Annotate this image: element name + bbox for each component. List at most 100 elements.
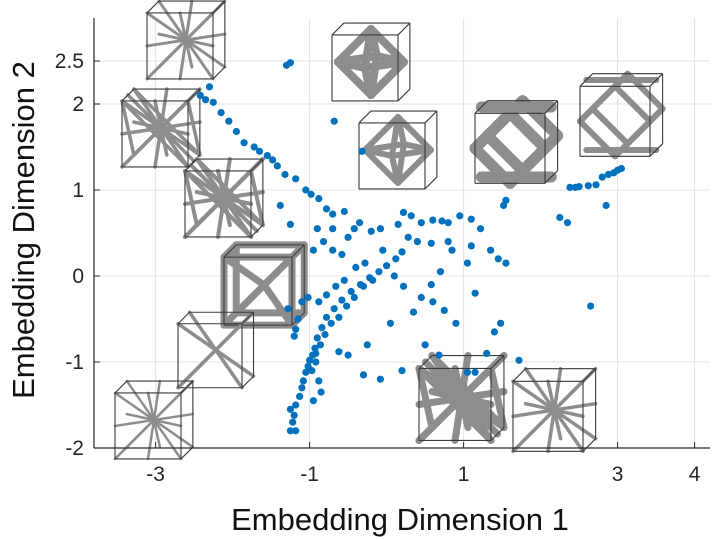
data-point: [490, 328, 498, 336]
lattice-star-image: [145, 0, 227, 81]
data-point: [315, 377, 323, 385]
data-point: [263, 152, 271, 160]
lattice-octahedron-small-image: [358, 110, 438, 190]
lattice-edge: [184, 158, 198, 172]
data-point: [255, 147, 264, 155]
lattice-strut: [415, 364, 436, 432]
data-point: [417, 293, 425, 302]
data-point: [286, 59, 294, 67]
data-point: [322, 291, 331, 299]
data-point: [335, 313, 343, 321]
data-point: [309, 397, 317, 405]
lattice-strut: [546, 366, 563, 454]
lattice-edge: [544, 170, 558, 184]
data-point: [359, 282, 368, 290]
data-point: [321, 330, 329, 339]
data-point: [575, 183, 583, 191]
data-point: [602, 201, 610, 210]
lattice-edge: [180, 380, 194, 394]
lattice-strut: [361, 141, 407, 153]
data-point: [494, 255, 502, 263]
data-point: [427, 239, 435, 247]
data-point: [290, 411, 298, 419]
lattice-strut: [249, 168, 265, 228]
data-point: [358, 147, 366, 155]
lattice-edge: [121, 88, 135, 102]
data-point: [250, 143, 258, 151]
lattice-strut: [186, 99, 202, 157]
data-point: [202, 96, 210, 104]
data-point: [340, 276, 348, 284]
data-point: [318, 324, 326, 332]
y-axis-label: Embedding Dimension 2: [6, 61, 41, 399]
x-tick-label: 1: [458, 463, 470, 486]
data-point: [463, 259, 471, 267]
lattice-strut: [366, 25, 381, 61]
lattice-strut: [487, 364, 508, 432]
data-point: [319, 238, 328, 246]
data-point: [379, 246, 387, 254]
data-point: [313, 334, 321, 342]
data-point: [299, 377, 307, 385]
data-point: [225, 117, 233, 125]
data-point: [487, 246, 495, 254]
lattice-strut: [372, 52, 408, 66]
lattice-strut: [188, 163, 259, 233]
data-point: [398, 248, 406, 256]
lattice-edge: [582, 438, 596, 452]
data-point: [417, 219, 425, 227]
lattice-edge: [358, 110, 372, 124]
y-tick-label: -1: [65, 351, 84, 374]
data-point: [429, 298, 437, 306]
lattice-edge: [250, 224, 264, 238]
data-point: [335, 348, 343, 356]
data-point: [399, 282, 408, 290]
data-point: [598, 173, 606, 181]
data-point: [329, 210, 337, 218]
x-tick-label: -3: [146, 463, 165, 486]
data-point: [497, 319, 505, 327]
data-point: [209, 98, 217, 106]
lattice-random-image: [511, 366, 598, 454]
lattice-thumbnails: [113, 0, 666, 461]
lattice-edge: [114, 380, 128, 394]
data-point: [566, 183, 574, 191]
lattice-dense-image: [120, 87, 202, 169]
data-point: [471, 368, 479, 376]
data-point: [444, 238, 452, 246]
data-point: [398, 367, 406, 375]
tick-labels: -3 -1 1 3 4 -2 -1 0 1 2 2.5: [55, 50, 701, 486]
data-point: [440, 306, 448, 314]
data-point: [467, 242, 475, 250]
data-point: [302, 186, 310, 194]
lattice-edge: [579, 73, 593, 87]
data-point: [350, 225, 358, 233]
data-point: [340, 207, 348, 216]
lattice-strut: [120, 99, 136, 157]
data-point: [584, 182, 592, 190]
data-point: [284, 305, 292, 313]
data-point: [322, 313, 331, 321]
data-point: [476, 225, 485, 233]
data-point: [286, 405, 294, 413]
lattice-strut: [589, 105, 631, 147]
data-point: [316, 341, 324, 349]
data-point: [399, 208, 408, 216]
data-point: [413, 238, 421, 246]
x-tick-label: 3: [612, 463, 624, 486]
data-point: [483, 349, 491, 357]
data-point: [330, 305, 338, 313]
lattice-strut: [220, 253, 268, 289]
lattice-strut: [361, 147, 401, 186]
y-tick-label: -2: [65, 437, 84, 460]
lattice-strut: [333, 58, 375, 99]
lattice-edge: [177, 311, 190, 325]
data-point: [338, 296, 346, 304]
lattice-strut: [577, 105, 596, 125]
lattice-frame-image: [220, 241, 308, 329]
lattice-strut: [421, 358, 501, 438]
lattice-cuboct-image: [577, 70, 666, 160]
x-tick-label: 4: [689, 463, 701, 486]
data-point: [369, 276, 377, 284]
data-point: [592, 181, 600, 189]
